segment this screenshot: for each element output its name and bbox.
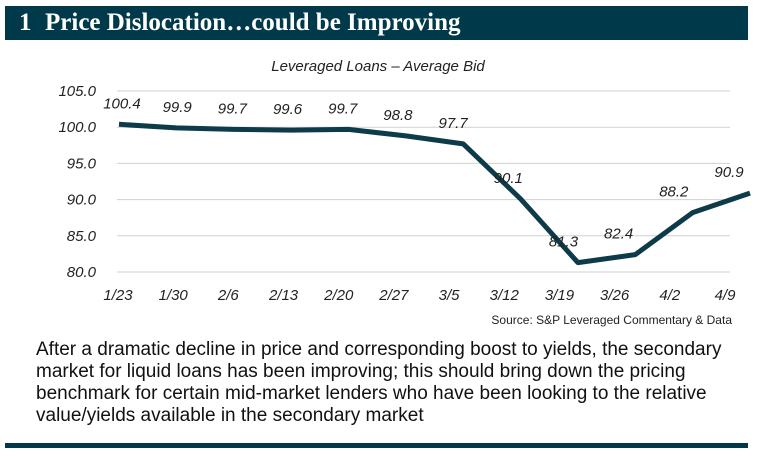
x-tick-label: 2/13	[268, 287, 299, 304]
data-label: 81.3	[549, 234, 579, 251]
series-line	[118, 121, 751, 266]
x-tick-label: 2/6	[217, 287, 240, 304]
x-tick-label: 3/12	[490, 287, 520, 304]
y-tick-label: 90.0	[67, 192, 97, 209]
data-label: 90.9	[714, 164, 744, 181]
x-tick-label: 1/23	[103, 287, 133, 304]
data-label: 100.4	[103, 95, 141, 112]
section-number: 1	[19, 9, 32, 36]
section-header: 1 Price Dislocation…could be Improving	[5, 6, 748, 40]
data-label: 99.9	[163, 99, 193, 116]
data-label: 97.7	[438, 115, 468, 132]
y-tick-label: 80.0	[67, 264, 97, 281]
y-tick-label: 100.0	[58, 119, 96, 136]
source-note: Source: S&P Leveraged Commentary & Data	[491, 313, 732, 327]
data-label: 99.7	[218, 100, 248, 117]
data-label: 99.7	[328, 100, 358, 117]
section-title: Price Dislocation…could be Improving	[45, 9, 461, 36]
y-tick-label: 95.0	[67, 155, 97, 172]
x-tick-label: 3/5	[439, 287, 461, 304]
x-tick-label: 2/20	[323, 287, 354, 304]
y-tick-label: 105.0	[58, 83, 96, 100]
x-tick-label: 2/27	[378, 287, 409, 304]
y-tick-label: 85.0	[67, 228, 97, 245]
line-chart: Leveraged Loans – Average Bid 105.0 100.0 9…	[58, 58, 751, 304]
data-label: 98.8	[383, 107, 413, 124]
x-tick-label: 3/19	[545, 287, 575, 304]
data-label: 99.6	[273, 101, 303, 118]
chart-title: Leveraged Loans – Average Bid	[271, 58, 485, 75]
data-label: 82.4	[604, 226, 633, 243]
data-label: 90.1	[494, 170, 523, 187]
x-tick-label: 1/30	[159, 287, 189, 304]
footer-bar	[5, 443, 748, 448]
x-tick-label: 4/2	[659, 287, 681, 304]
x-tick-label: 3/26	[600, 287, 630, 304]
data-label: 88.2	[659, 184, 689, 201]
body-text: After a dramatic decline in price and co…	[36, 339, 722, 426]
x-tick-label: 4/9	[715, 287, 737, 304]
